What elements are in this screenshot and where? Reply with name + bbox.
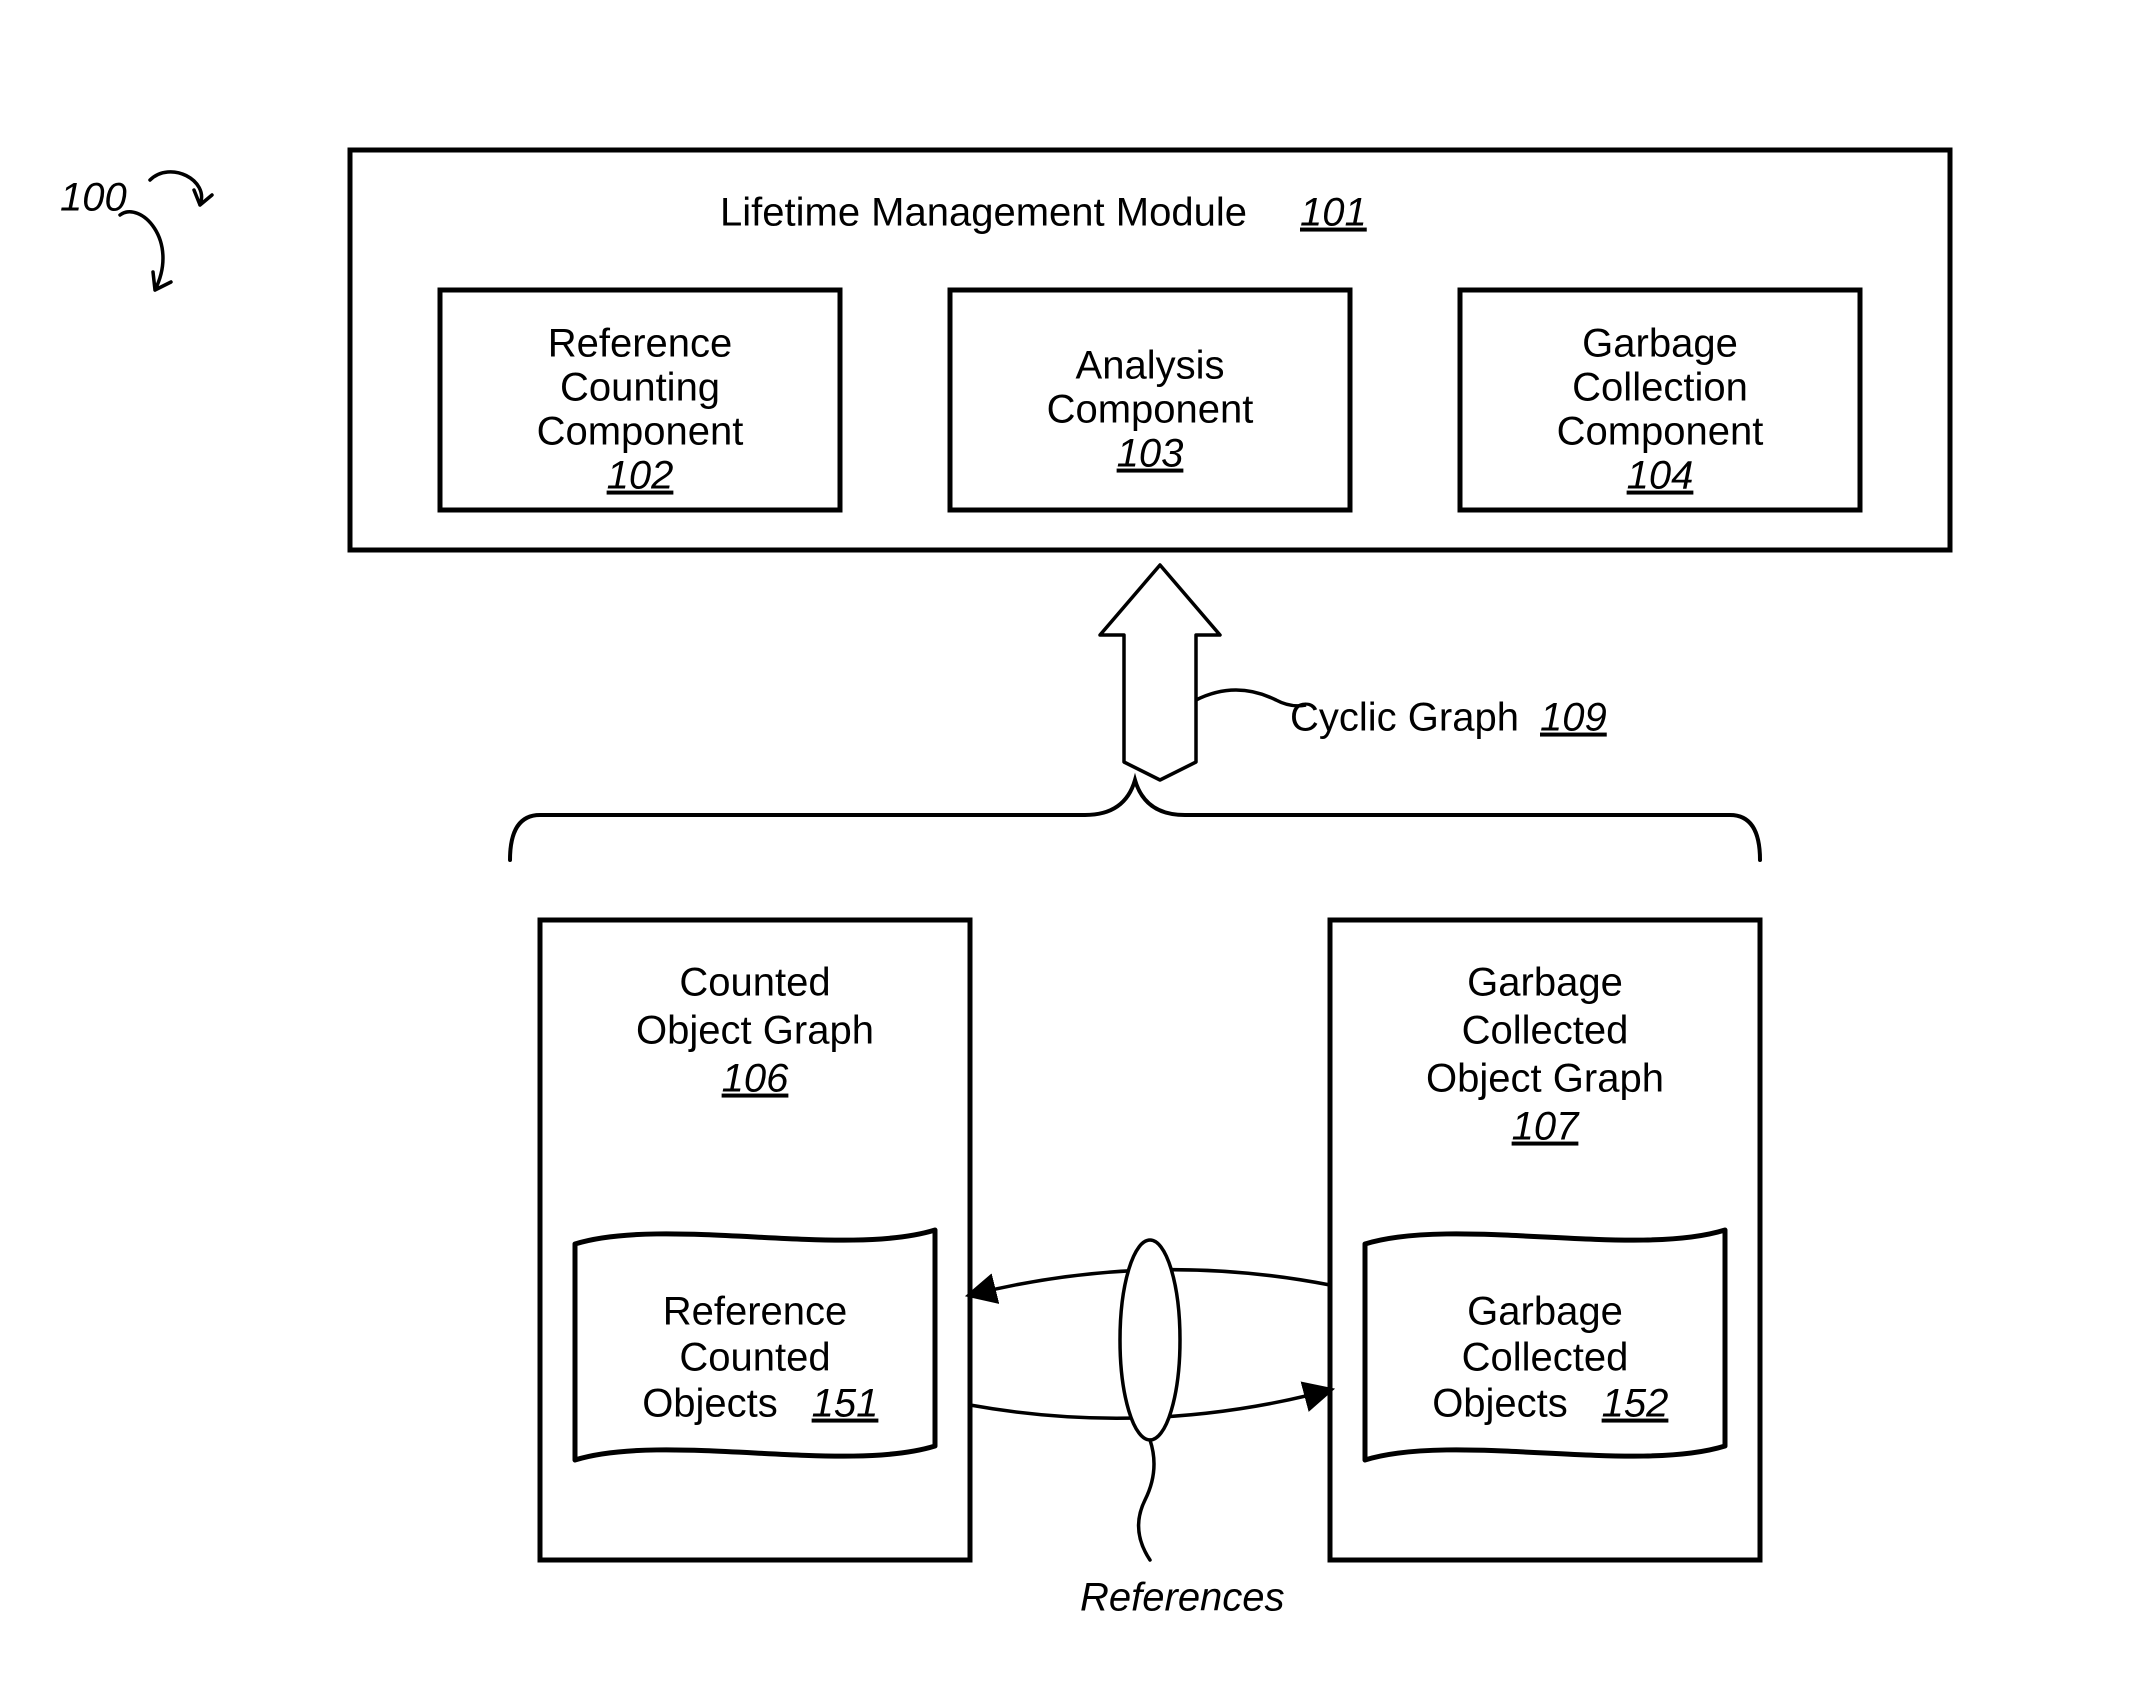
svg-text:151: 151 xyxy=(812,1382,879,1426)
svg-text:101: 101 xyxy=(1300,191,1367,235)
svg-text:104: 104 xyxy=(1627,454,1694,498)
svg-text:100: 100 xyxy=(60,176,127,220)
svg-text:Component: Component xyxy=(1047,388,1254,432)
svg-text:Object Graph: Object Graph xyxy=(636,1009,874,1053)
svg-text:Analysis: Analysis xyxy=(1076,344,1225,388)
svg-text:Garbage: Garbage xyxy=(1467,1290,1623,1334)
svg-text:Collected: Collected xyxy=(1462,1336,1629,1380)
svg-text:Component: Component xyxy=(1557,410,1764,454)
svg-text:102: 102 xyxy=(607,454,674,498)
svg-text:103: 103 xyxy=(1117,432,1184,476)
svg-text:References: References xyxy=(1080,1576,1285,1620)
svg-text:Reference: Reference xyxy=(548,322,733,366)
svg-text:Collection: Collection xyxy=(1572,366,1748,410)
svg-text:Objects: Objects xyxy=(1432,1382,1568,1426)
svg-text:Object Graph: Object Graph xyxy=(1426,1057,1664,1101)
svg-text:Counted: Counted xyxy=(679,961,830,1005)
svg-text:Objects: Objects xyxy=(642,1382,778,1426)
diagram-canvas: 100 Lifetime Management Module 101 Referenc… xyxy=(0,0,2131,1699)
svg-text:109: 109 xyxy=(1540,696,1607,740)
svg-text:Component: Component xyxy=(537,410,744,454)
svg-text:152: 152 xyxy=(1602,1382,1669,1426)
svg-text:Cyclic Graph: Cyclic Graph xyxy=(1290,696,1519,740)
svg-text:Counted: Counted xyxy=(679,1336,830,1380)
svg-text:Collected: Collected xyxy=(1462,1009,1629,1053)
svg-text:Reference: Reference xyxy=(663,1290,848,1334)
svg-text:Lifetime Management Module: Lifetime Management Module xyxy=(720,191,1247,235)
svg-text:107: 107 xyxy=(1512,1105,1580,1149)
svg-text:Counting: Counting xyxy=(560,366,720,410)
svg-text:Garbage: Garbage xyxy=(1467,961,1623,1005)
svg-text:Garbage: Garbage xyxy=(1582,322,1738,366)
svg-text:106: 106 xyxy=(722,1057,789,1101)
